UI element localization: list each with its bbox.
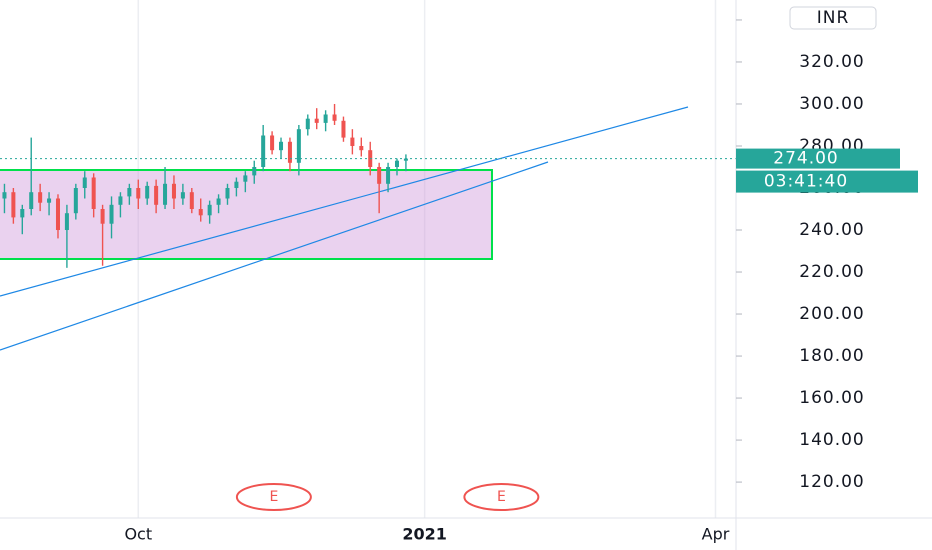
candle-body [11, 192, 16, 218]
candle-body [2, 192, 7, 199]
candle-body [118, 196, 123, 205]
candle-body [261, 135, 266, 167]
y-tick-label: 200.00 [799, 304, 864, 324]
y-tick-label: 180.00 [799, 346, 864, 366]
candle-body [189, 192, 194, 210]
candle-body [109, 204, 114, 224]
candle-body [180, 192, 185, 199]
candle-body [287, 141, 292, 163]
candle-body [55, 198, 60, 231]
candle-body [207, 204, 212, 216]
event-label: E [269, 489, 278, 505]
candle-body [270, 135, 275, 151]
candle-body [154, 185, 159, 205]
trend-line [0, 106, 689, 297]
candle-body [252, 166, 257, 176]
candle-body [145, 185, 150, 199]
candle-body [279, 141, 284, 151]
candle-body [163, 183, 168, 205]
candle-body [100, 209, 105, 224]
candle-body [350, 137, 355, 146]
y-tick-label: 120.00 [799, 472, 864, 492]
y-tick-label: 140.00 [799, 430, 864, 450]
candle-body [394, 160, 400, 167]
currency-label: INR [817, 8, 850, 28]
last-price-box [736, 148, 900, 169]
candle-body [234, 181, 239, 189]
candle-body [386, 166, 391, 184]
candle-body [377, 166, 382, 184]
candle-body [47, 198, 52, 203]
y-tick-label: 220.00 [799, 262, 864, 282]
candle-body [127, 188, 132, 197]
y-tick-label: 240.00 [799, 220, 864, 240]
candle-body [403, 158, 408, 161]
last-price-label: 274.00 [773, 149, 838, 169]
event-label: E [497, 489, 506, 505]
candles [2, 103, 408, 268]
countdown: 03:41:40 [764, 172, 848, 192]
y-tick-label: 320.00 [799, 52, 864, 72]
candle-body [225, 188, 230, 199]
event-marker[interactable] [235, 483, 312, 511]
candle-body [359, 145, 364, 151]
candle-body [73, 188, 78, 214]
candle-body [341, 120, 346, 138]
candle-body [64, 213, 69, 231]
candle-body [314, 118, 319, 123]
candle-body [332, 114, 337, 121]
y-tick-label: 160.00 [799, 388, 864, 408]
candle-body [91, 177, 96, 210]
x-tick-label: Apr [702, 525, 730, 544]
candle-body [20, 209, 25, 218]
candle-body [29, 192, 34, 210]
currency-button[interactable] [789, 6, 877, 30]
event-marker[interactable] [463, 483, 540, 511]
candle-body [216, 198, 221, 205]
trend-line [0, 161, 549, 351]
candle-body [171, 183, 176, 199]
candle-body [296, 129, 301, 163]
x-tick-label: 2021 [402, 525, 447, 544]
x-tick-label: Oct [124, 525, 152, 544]
candle-body [323, 114, 328, 123]
countdown-box [736, 170, 918, 193]
candle-body [38, 192, 43, 203]
candle-body [198, 209, 203, 216]
candle-body [82, 177, 87, 189]
candle-body [136, 188, 141, 199]
candle-body [243, 175, 248, 182]
candle-body [305, 118, 310, 130]
y-tick-label: 300.00 [799, 94, 864, 114]
